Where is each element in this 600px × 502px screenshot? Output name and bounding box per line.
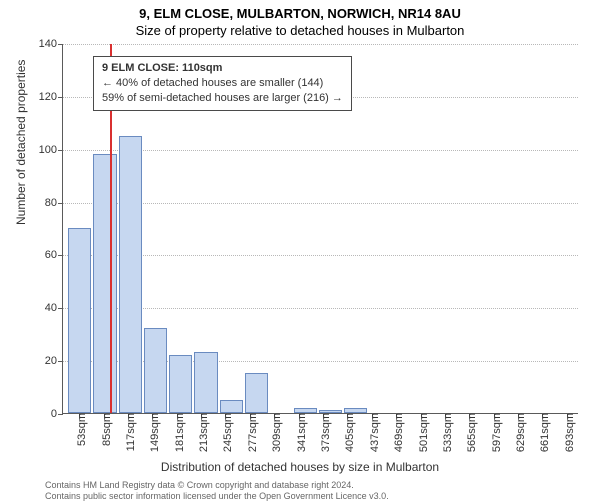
xtick-label: 277sqm <box>241 413 259 452</box>
xtick-label: 437sqm <box>363 413 381 452</box>
bar <box>194 352 217 413</box>
y-axis-label: Number of detached properties <box>14 60 28 225</box>
ytick-label: 120 <box>39 91 63 103</box>
xtick-label: 85sqm <box>95 413 113 446</box>
xtick-label: 469sqm <box>387 413 405 452</box>
xtick-label: 53sqm <box>70 413 88 446</box>
x-axis-label: Distribution of detached houses by size … <box>0 460 600 474</box>
xtick-label: 693sqm <box>558 413 576 452</box>
annotation-line2: ← 40% of detached houses are smaller (14… <box>102 76 343 91</box>
xtick-label: 565sqm <box>460 413 478 452</box>
xtick-label: 661sqm <box>533 413 551 452</box>
ytick-label: 40 <box>45 302 63 314</box>
annotation-box: 9 ELM CLOSE: 110sqm ← 40% of detached ho… <box>93 56 352 111</box>
bar <box>245 373 268 413</box>
xtick-label: 117sqm <box>119 413 137 451</box>
bar <box>119 136 142 414</box>
bar <box>93 154 116 413</box>
ytick-label: 80 <box>45 197 63 209</box>
xtick-label: 149sqm <box>143 413 161 452</box>
ytick-label: 140 <box>39 38 63 50</box>
annotation-line3: 59% of semi-detached houses are larger (… <box>102 91 343 106</box>
bar <box>144 328 167 413</box>
chart-title: 9, ELM CLOSE, MULBARTON, NORWICH, NR14 8… <box>0 0 600 21</box>
xtick-label: 181sqm <box>168 413 186 452</box>
plot-area: 02040608010012014053sqm85sqm117sqm149sqm… <box>62 44 578 414</box>
bar <box>220 400 243 413</box>
footer-line1: Contains HM Land Registry data © Crown c… <box>45 480 389 491</box>
bar <box>68 228 91 413</box>
annotation-line1: 9 ELM CLOSE: 110sqm <box>102 61 343 76</box>
ytick-label: 100 <box>39 144 63 156</box>
xtick-label: 533sqm <box>436 413 454 452</box>
footer-attribution: Contains HM Land Registry data © Crown c… <box>45 480 389 502</box>
xtick-label: 405sqm <box>338 413 356 452</box>
xtick-label: 341sqm <box>290 413 308 452</box>
xtick-label: 245sqm <box>216 413 234 452</box>
xtick-label: 501sqm <box>412 413 430 452</box>
ytick-label: 0 <box>51 408 63 420</box>
xtick-label: 213sqm <box>192 413 210 452</box>
xtick-label: 597sqm <box>485 413 503 452</box>
ytick-label: 60 <box>45 249 63 261</box>
xtick-label: 309sqm <box>265 413 283 452</box>
xtick-label: 629sqm <box>509 413 527 452</box>
xtick-label: 373sqm <box>314 413 332 452</box>
ytick-label: 20 <box>45 355 63 367</box>
bar <box>169 355 192 413</box>
chart-subtitle: Size of property relative to detached ho… <box>0 21 600 38</box>
